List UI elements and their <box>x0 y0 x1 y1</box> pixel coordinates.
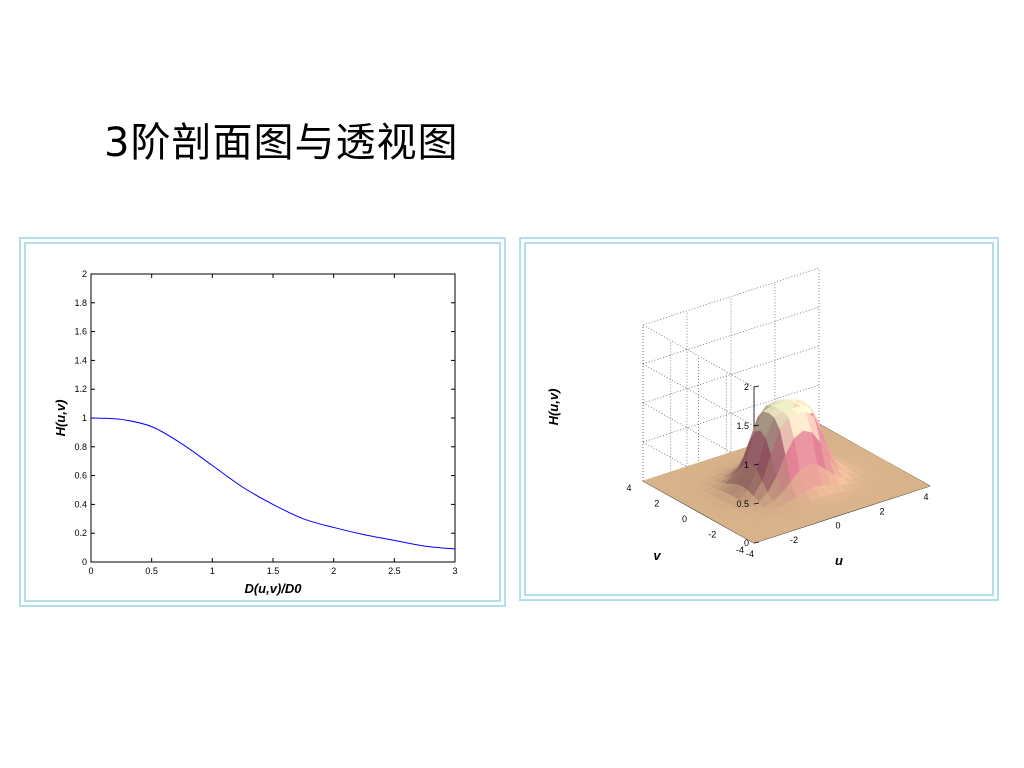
v-tick-label: -4 <box>736 545 744 555</box>
z-tick <box>753 385 760 388</box>
u-tick-label: 0 <box>835 521 840 531</box>
profile-chart-frame: 0 0.5 1 1.5 2 2.5 3 0 0.2 0.4 0.6 0.8 1 1.2 1.4 1.6 1.8… <box>19 237 506 607</box>
v-tick-label: 0 <box>682 514 687 524</box>
x-tick-label: 1 <box>210 566 215 576</box>
back-wall-gridline <box>642 267 820 326</box>
x-tick-label: 0 <box>88 566 93 576</box>
plot-area <box>90 273 456 563</box>
z-tick <box>753 541 760 544</box>
y-tick-label: 0.2 <box>74 528 87 538</box>
y-tick-label: 1.4 <box>74 355 87 365</box>
surface-patch <box>915 482 931 490</box>
y-tick-label: 1 <box>82 413 87 423</box>
z-tick-label: 1.5 <box>736 421 749 431</box>
y-axis-label: H(u,v) <box>53 400 68 437</box>
v-tick-label: 2 <box>654 499 659 509</box>
y-tick-label: 0.6 <box>74 471 87 481</box>
v-tick-label: -2 <box>708 530 716 540</box>
profile-chart: 0 0.5 1 1.5 2 2.5 3 0 0.2 0.4 0.6 0.8 1 1.2 1.4 1.6 1.8… <box>53 269 458 596</box>
z-tick-label: 0 <box>744 538 749 548</box>
z-axis-label: H(u,v) <box>546 389 561 426</box>
side-wall-gridline <box>642 324 755 388</box>
z-tick <box>753 424 760 427</box>
x-tick-label: 3 <box>452 566 457 576</box>
v-tick-label: 4 <box>626 483 631 493</box>
y-tick-label: 1.6 <box>74 327 87 337</box>
y-tick-label: 1.2 <box>74 384 87 394</box>
series-line <box>90 417 456 550</box>
y-tick-label: 0 <box>82 557 87 567</box>
side-wall-gridline <box>642 363 755 427</box>
z-tick-label: 2 <box>744 382 749 392</box>
x-tick-label: 0.5 <box>145 566 158 576</box>
u-tick-label: -2 <box>790 535 798 545</box>
u-tick-label: -4 <box>746 549 754 559</box>
y-tick-label: 2 <box>82 269 87 279</box>
x-tick-label: 2 <box>331 566 336 576</box>
y-tick-label: 0.8 <box>74 442 87 452</box>
x-axis-label: D(u,v)/D0 <box>244 581 302 596</box>
back-wall-gridline <box>642 306 820 365</box>
back-wall-gridline <box>642 384 820 443</box>
z-tick <box>753 463 760 466</box>
v-axis-label: v <box>653 548 661 563</box>
z-tick-label: 1 <box>744 460 749 470</box>
y-tick-label: 0.4 <box>74 499 87 509</box>
z-tick-label: 0.5 <box>736 499 749 509</box>
back-wall-gridline <box>642 345 820 404</box>
z-tick <box>753 502 760 505</box>
surface-chart-frame: 0 0.5 1 1.5 2 -4 -2 0 2 4 -4 -2 0 2 4 H(u,v) v u <box>519 237 999 601</box>
y-tick-label: 1.8 <box>74 298 87 308</box>
x-tick-label: 2.5 <box>388 566 401 576</box>
x-tick-label: 1.5 <box>267 566 280 576</box>
surface-chart: 0 0.5 1 1.5 2 -4 -2 0 2 4 -4 -2 0 2 4 H(u,v) v u <box>546 267 931 568</box>
u-tick-label: 2 <box>879 506 884 516</box>
slide-title: 3阶剖面图与透视图 <box>104 120 459 166</box>
u-tick-label: 4 <box>923 492 928 502</box>
u-axis-label: u <box>835 553 843 568</box>
